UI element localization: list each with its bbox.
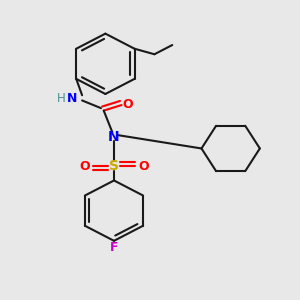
Text: N: N [108, 130, 120, 144]
Text: F: F [110, 241, 118, 254]
Text: O: O [79, 160, 90, 172]
Text: O: O [122, 98, 133, 111]
Text: H: H [57, 92, 66, 105]
Text: S: S [109, 159, 119, 173]
Text: O: O [138, 160, 149, 172]
Text: N: N [67, 92, 77, 105]
